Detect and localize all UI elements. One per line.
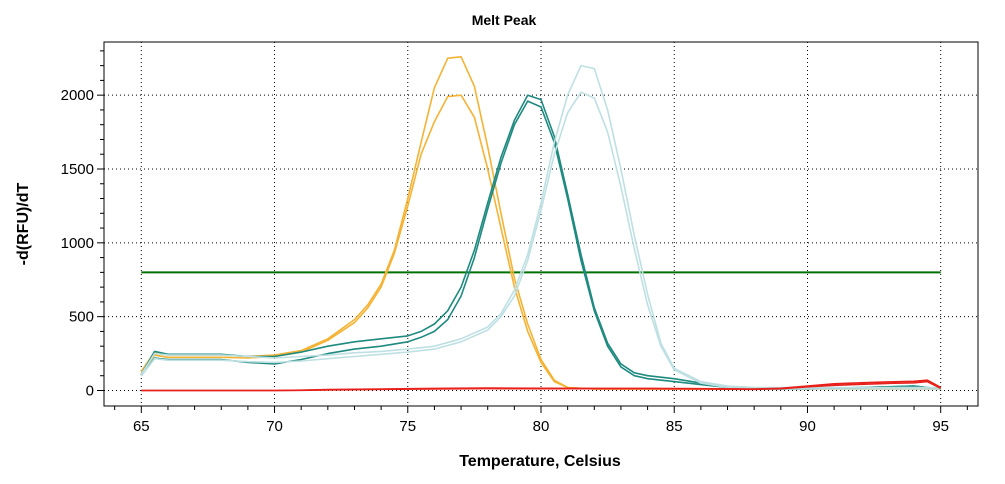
series-line-6 xyxy=(140,91,941,390)
y-tick-label: 0 xyxy=(86,382,94,399)
x-tick-label: 90 xyxy=(799,418,816,435)
x-tick-label: 75 xyxy=(399,418,416,435)
x-axis-label: Temperature, Celsius xyxy=(459,453,621,470)
y-tick-label: 2000 xyxy=(61,87,94,104)
plot-frame xyxy=(103,41,979,407)
grid-lines xyxy=(104,42,978,406)
y-axis-label: -d(RFU)/dT xyxy=(15,182,32,265)
x-tick-label: 70 xyxy=(266,418,283,435)
x-tick-label: 80 xyxy=(533,418,550,435)
chart-title: Melt Peak xyxy=(472,12,537,28)
y-tick-label: 500 xyxy=(69,309,94,326)
series-line-8 xyxy=(141,380,942,392)
y-tick-label: 1500 xyxy=(61,161,94,178)
series-line-4 xyxy=(140,100,941,390)
axis-ticks: 65 70 75 80 85 90 95 0 500 1000 1500 2000 xyxy=(61,50,968,435)
x-tick-label: 95 xyxy=(932,418,949,435)
series-line-5 xyxy=(140,64,941,389)
x-tick-label: 65 xyxy=(133,418,150,435)
y-tick-label: 1000 xyxy=(61,235,94,252)
x-tick-label: 85 xyxy=(666,418,683,435)
series-layer xyxy=(140,55,942,392)
